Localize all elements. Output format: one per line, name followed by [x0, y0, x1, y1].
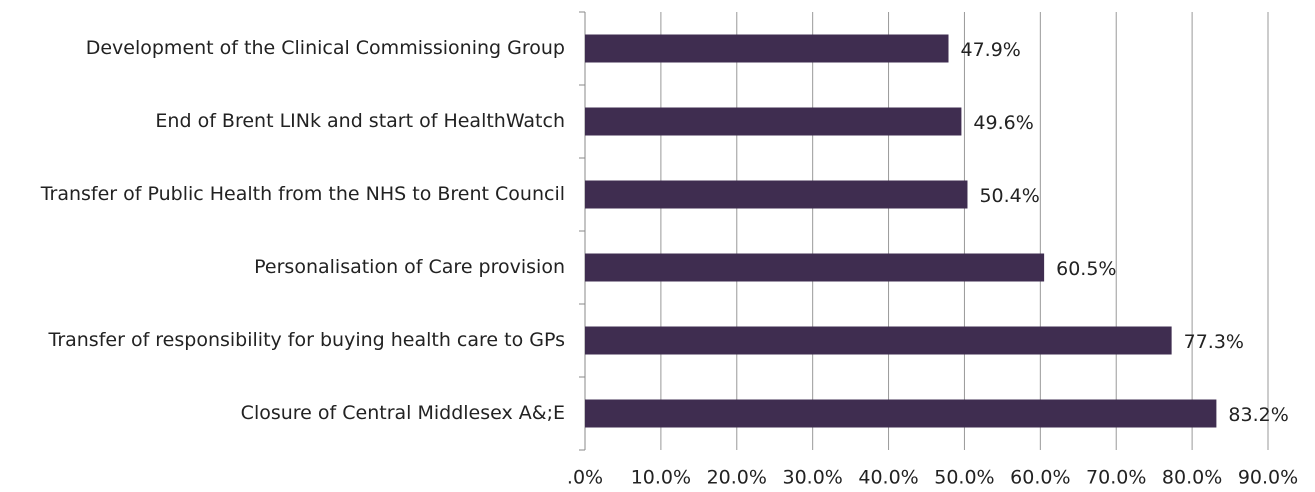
x-tick-label: 50.0%: [934, 467, 994, 489]
x-tick-label: 70.0%: [1086, 467, 1146, 489]
value-label: 77.3%: [1184, 331, 1244, 353]
bar: [585, 326, 1172, 355]
x-tick-label: 10.0%: [631, 467, 691, 489]
x-tick-label: 90.0%: [1238, 467, 1298, 489]
bar: [585, 34, 949, 63]
bar: [585, 107, 962, 136]
bar: [585, 180, 968, 209]
bar: [585, 399, 1217, 428]
value-label: 47.9%: [961, 39, 1021, 61]
category-label: Transfer of responsibility for buying he…: [48, 329, 566, 351]
category-label: Transfer of Public Health from the NHS t…: [40, 183, 565, 205]
bar: [585, 253, 1045, 282]
category-label: Personalisation of Care provision: [254, 256, 565, 278]
value-label: 50.4%: [979, 185, 1039, 207]
category-label: Closure of Central Middlesex A&;E: [241, 402, 565, 424]
category-label: End of Brent LINk and start of HealthWat…: [155, 110, 565, 132]
x-tick-label: 30.0%: [782, 467, 842, 489]
value-label: 49.6%: [973, 112, 1033, 134]
x-tick-label: 60.0%: [1010, 467, 1070, 489]
category-label: Development of the Clinical Commissionin…: [86, 37, 565, 59]
value-label: 83.2%: [1228, 404, 1288, 426]
x-tick-label: 40.0%: [858, 467, 918, 489]
x-tick-label: .0%: [567, 467, 603, 489]
x-tick-label: 80.0%: [1162, 467, 1222, 489]
x-tick-label: 20.0%: [707, 467, 767, 489]
value-label: 60.5%: [1056, 258, 1116, 280]
